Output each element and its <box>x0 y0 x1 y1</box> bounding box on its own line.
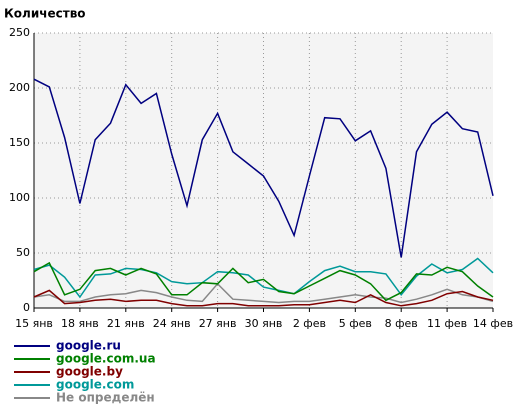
series-line <box>33 257 494 299</box>
series-line <box>33 282 494 304</box>
x-tick-label: 8 фев <box>385 317 418 330</box>
x-tick-label: 18 янв <box>61 317 99 330</box>
x-tick-label: 2 фев <box>293 317 326 330</box>
y-tick-label: 100 <box>9 191 30 204</box>
y-tick-label: 250 <box>9 26 30 39</box>
legend-label: google.com.ua <box>56 352 156 366</box>
series-line <box>33 78 494 258</box>
y-tick-label: 0 <box>23 301 30 314</box>
plot-area <box>34 33 493 308</box>
x-tick-label: 11 фев <box>427 317 467 330</box>
legend-label: google.ru <box>56 339 121 353</box>
y-tick-label: 150 <box>9 136 30 149</box>
x-tick-label: 27 янв <box>199 317 237 330</box>
y-tick-label: 50 <box>16 246 30 259</box>
x-tick-label: 5 фев <box>339 317 372 330</box>
series-line <box>33 289 494 307</box>
legend-label: google.by <box>56 365 123 379</box>
legend-label: Не определён <box>56 391 155 405</box>
x-tick-label: 15 янв <box>15 317 53 330</box>
series-line <box>33 261 494 302</box>
chart-title: Количество <box>4 7 86 21</box>
x-tick-label: 30 янв <box>245 317 283 330</box>
y-tick-label: 200 <box>9 81 30 94</box>
legend-label: google.com <box>56 378 134 392</box>
x-tick-label: 24 янв <box>153 317 191 330</box>
x-tick-label: 14 фев <box>473 317 513 330</box>
x-tick-label: 21 янв <box>107 317 145 330</box>
